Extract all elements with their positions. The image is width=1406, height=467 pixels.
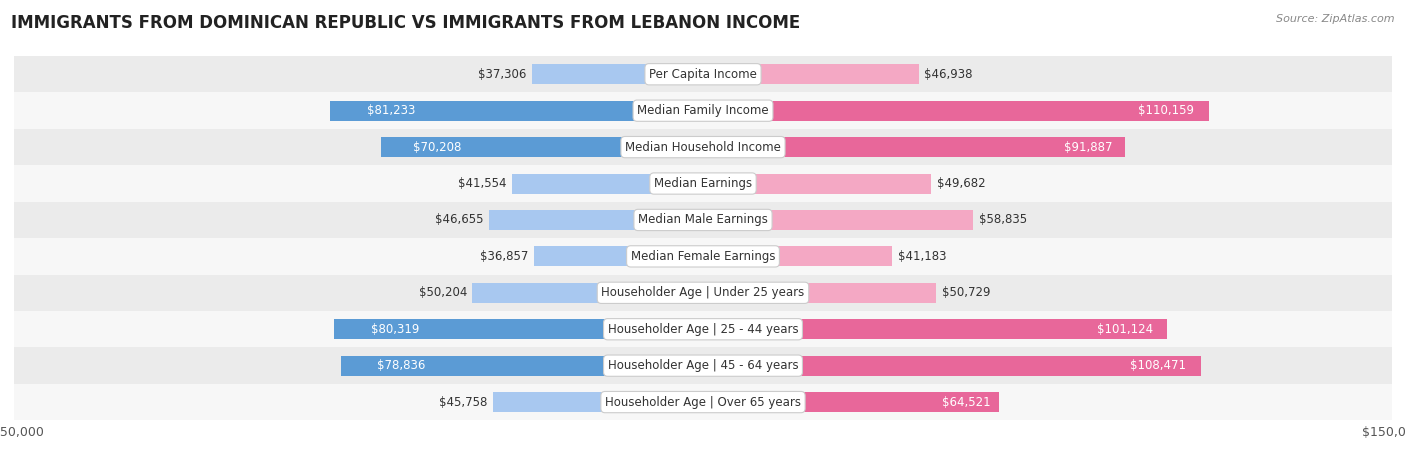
Text: Median Family Income: Median Family Income (637, 104, 769, 117)
Text: Householder Age | 45 - 64 years: Householder Age | 45 - 64 years (607, 359, 799, 372)
Text: Per Capita Income: Per Capita Income (650, 68, 756, 81)
Bar (340, 356, 703, 375)
Text: $46,655: $46,655 (434, 213, 484, 226)
Bar (703, 283, 936, 303)
Bar (335, 319, 703, 339)
Bar (703, 392, 1000, 412)
Text: Source: ZipAtlas.com: Source: ZipAtlas.com (1277, 14, 1395, 24)
Bar (703, 174, 931, 193)
Text: $80,319: $80,319 (371, 323, 419, 336)
Text: $58,835: $58,835 (979, 213, 1026, 226)
Bar (494, 392, 703, 412)
Bar (14, 56, 1392, 92)
Bar (472, 283, 703, 303)
Text: Median Earnings: Median Earnings (654, 177, 752, 190)
Bar (330, 101, 703, 120)
Text: Median Household Income: Median Household Income (626, 141, 780, 154)
Text: $41,183: $41,183 (897, 250, 946, 263)
Bar (703, 101, 1209, 120)
Text: $50,204: $50,204 (419, 286, 467, 299)
Text: $41,554: $41,554 (458, 177, 506, 190)
Text: Householder Age | 25 - 44 years: Householder Age | 25 - 44 years (607, 323, 799, 336)
Text: $37,306: $37,306 (478, 68, 526, 81)
Bar (489, 210, 703, 230)
Text: Median Male Earnings: Median Male Earnings (638, 213, 768, 226)
Bar (14, 347, 1392, 384)
Bar (534, 247, 703, 266)
Text: $49,682: $49,682 (936, 177, 986, 190)
Text: $91,887: $91,887 (1064, 141, 1112, 154)
Text: $46,938: $46,938 (924, 68, 973, 81)
Text: $110,159: $110,159 (1137, 104, 1194, 117)
Text: IMMIGRANTS FROM DOMINICAN REPUBLIC VS IMMIGRANTS FROM LEBANON INCOME: IMMIGRANTS FROM DOMINICAN REPUBLIC VS IM… (11, 14, 800, 32)
Bar (14, 275, 1392, 311)
Bar (14, 238, 1392, 275)
Bar (703, 64, 918, 84)
Text: $36,857: $36,857 (479, 250, 529, 263)
Text: $108,471: $108,471 (1130, 359, 1187, 372)
Bar (14, 129, 1392, 165)
Text: $70,208: $70,208 (413, 141, 461, 154)
Text: $81,233: $81,233 (367, 104, 416, 117)
Bar (703, 137, 1125, 157)
Text: Householder Age | Over 65 years: Householder Age | Over 65 years (605, 396, 801, 409)
Text: Householder Age | Under 25 years: Householder Age | Under 25 years (602, 286, 804, 299)
Bar (14, 92, 1392, 129)
Bar (14, 384, 1392, 420)
Bar (703, 356, 1201, 375)
Text: $101,124: $101,124 (1098, 323, 1153, 336)
Bar (703, 319, 1167, 339)
Text: $64,521: $64,521 (942, 396, 990, 409)
Bar (703, 247, 893, 266)
Bar (14, 165, 1392, 202)
Text: $45,758: $45,758 (439, 396, 488, 409)
Text: Median Female Earnings: Median Female Earnings (631, 250, 775, 263)
Bar (14, 202, 1392, 238)
Bar (703, 210, 973, 230)
Text: $50,729: $50,729 (942, 286, 990, 299)
Text: $78,836: $78,836 (377, 359, 426, 372)
Bar (381, 137, 703, 157)
Bar (512, 174, 703, 193)
Bar (14, 311, 1392, 347)
Bar (531, 64, 703, 84)
